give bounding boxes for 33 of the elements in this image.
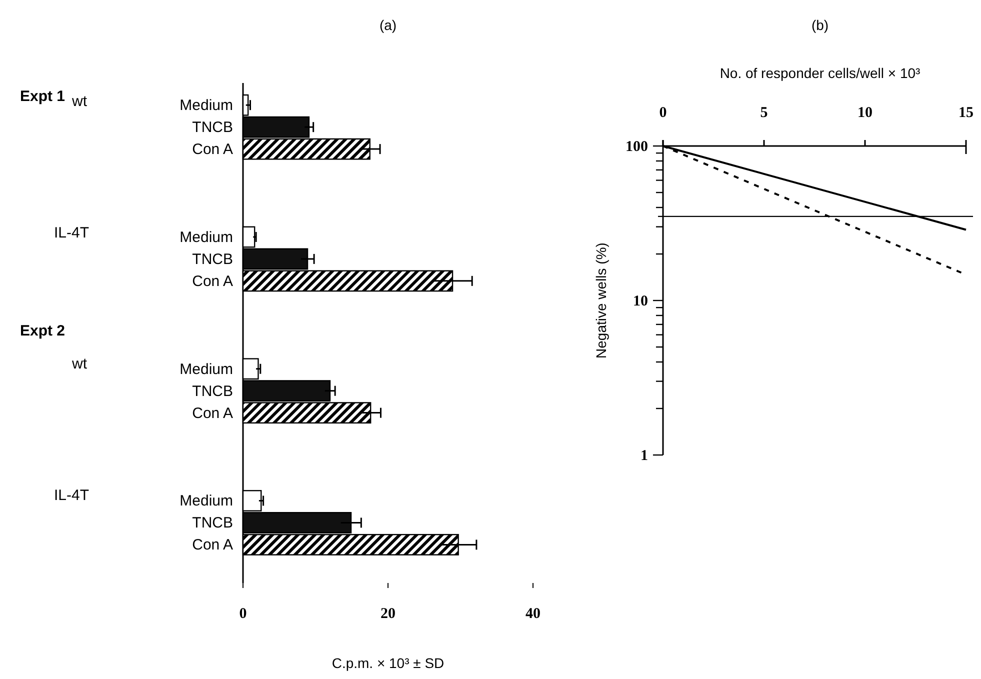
text: Expt 1 bbox=[20, 88, 66, 105]
text: wt bbox=[71, 92, 88, 110]
x-tick-label: 5 bbox=[760, 105, 768, 121]
y-tick-label: Medium bbox=[180, 228, 233, 246]
y-tick-label: Medium bbox=[180, 492, 233, 510]
x-tick-label: 40 bbox=[526, 606, 540, 622]
chart-title: (b) bbox=[811, 17, 829, 33]
y-tick-label: TNCB bbox=[192, 250, 233, 268]
y-tick-label: TNCB bbox=[192, 119, 233, 136]
y-tick-label: Medium bbox=[180, 97, 233, 114]
text: IL-4T bbox=[54, 487, 90, 504]
x-tick-label: 20 bbox=[380, 606, 396, 622]
y-tick-label: 100 bbox=[626, 139, 648, 155]
y-axis-title: Negative wells (%) bbox=[593, 242, 609, 358]
chart-title: (a) bbox=[379, 17, 397, 33]
x-tick-label: 0 bbox=[659, 105, 667, 121]
text: Expt 2 bbox=[20, 322, 66, 340]
y-tick-label: 1 bbox=[640, 448, 648, 464]
y-tick-label: Con A bbox=[192, 404, 233, 422]
text: IL-4T bbox=[54, 224, 90, 242]
text: wt bbox=[71, 356, 88, 373]
y-tick-label: Con A bbox=[192, 141, 233, 158]
x-axis-title: No. of responder cells/well × 10³ bbox=[720, 65, 921, 81]
y-tick-label: TNCB bbox=[192, 382, 233, 400]
y-tick-label: TNCB bbox=[192, 514, 233, 532]
y-tick-label: 10 bbox=[633, 294, 648, 310]
x-axis-title: C.p.m. × 10³ ± SD bbox=[332, 655, 444, 671]
y-tick-label: Medium bbox=[180, 360, 233, 378]
x-tick-label: 15 bbox=[958, 105, 974, 121]
x-tick-label: 10 bbox=[858, 105, 872, 121]
y-tick-label: Con A bbox=[192, 536, 233, 554]
x-tick-label: 0 bbox=[239, 606, 247, 622]
y-tick-label: Con A bbox=[192, 272, 233, 290]
